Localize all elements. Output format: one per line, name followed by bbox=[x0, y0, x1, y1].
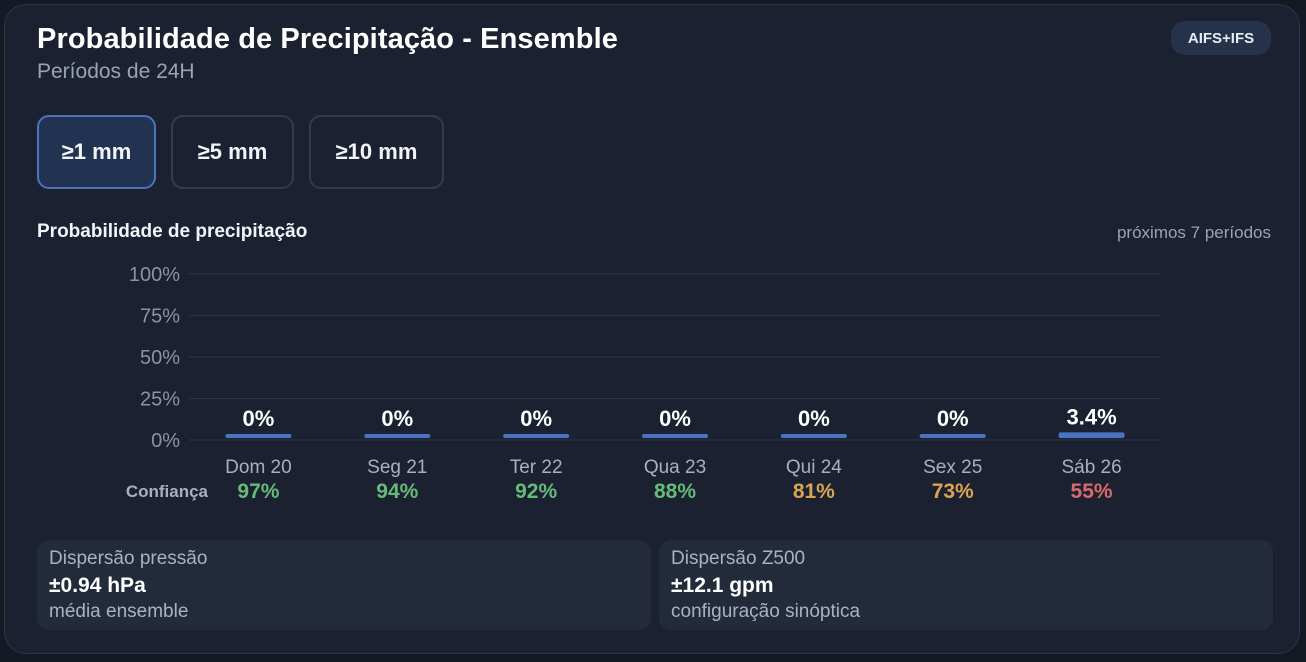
confidence-value: 73% bbox=[932, 480, 974, 503]
confidence-value: 97% bbox=[237, 480, 279, 503]
card-subtitle: Períodos de 24H bbox=[37, 60, 195, 83]
pressure-spread-panel: Dispersão pressão ±0.94 hPa média ensemb… bbox=[37, 540, 651, 630]
bar bbox=[503, 434, 570, 438]
y-tick-label: 75% bbox=[140, 306, 180, 328]
bar bbox=[364, 434, 431, 438]
z500-spread-value: ±12.1 gpm bbox=[671, 574, 774, 597]
model-badge: AIFS+IFS bbox=[1171, 21, 1271, 55]
bar-value-label: 3.4% bbox=[1066, 404, 1116, 429]
chart-section-title: Probabilidade de precipitação bbox=[37, 221, 308, 242]
bar-value-label: 0% bbox=[381, 406, 413, 431]
x-tick-label: Ter 22 bbox=[510, 457, 563, 478]
bar bbox=[642, 434, 708, 438]
y-tick-label: 25% bbox=[140, 389, 180, 411]
confidence-value: 81% bbox=[793, 480, 835, 503]
threshold-1mm-button[interactable]: ≥1 mm bbox=[37, 115, 156, 189]
threshold-10mm-button[interactable]: ≥10 mm bbox=[309, 115, 444, 189]
bar-value-label: 0% bbox=[520, 406, 552, 431]
bar-value-label: 0% bbox=[798, 406, 830, 431]
bar-value-label: 0% bbox=[243, 406, 275, 431]
threshold-5mm-button[interactable]: ≥5 mm bbox=[171, 115, 294, 189]
precipitation-card: Probabilidade de Precipitação - Ensemble… bbox=[4, 4, 1300, 654]
x-tick-label: Qui 24 bbox=[786, 457, 842, 478]
y-tick-label: 0% bbox=[151, 430, 180, 452]
bar bbox=[225, 434, 292, 438]
y-tick-label: 100% bbox=[129, 264, 180, 286]
pressure-spread-value: ±0.94 hPa bbox=[49, 574, 146, 597]
confidence-value: 94% bbox=[376, 480, 418, 503]
confidence-row-label: Confiança bbox=[126, 482, 209, 501]
pressure-spread-sub: média ensemble bbox=[49, 601, 189, 622]
confidence-value: 55% bbox=[1071, 480, 1113, 503]
bar bbox=[1058, 432, 1125, 438]
bar-value-label: 0% bbox=[659, 406, 691, 431]
x-tick-label: Sáb 26 bbox=[1061, 457, 1121, 478]
pressure-spread-label: Dispersão pressão bbox=[49, 548, 208, 569]
z500-spread-sub: configuração sinóptica bbox=[671, 601, 861, 622]
card-title: Probabilidade de Precipitação - Ensemble bbox=[37, 23, 618, 55]
x-tick-label: Seg 21 bbox=[367, 457, 427, 478]
bar bbox=[919, 434, 986, 438]
x-tick-label: Dom 20 bbox=[225, 457, 292, 478]
confidence-value: 88% bbox=[654, 480, 696, 503]
bar-value-label: 0% bbox=[937, 406, 969, 431]
bar bbox=[780, 434, 847, 438]
y-tick-label: 50% bbox=[140, 347, 180, 369]
z500-spread-panel: Dispersão Z500 ±12.1 gpm configuração si… bbox=[659, 540, 1273, 630]
chart-section-note: próximos 7 períodos bbox=[1116, 223, 1271, 242]
z500-spread-label: Dispersão Z500 bbox=[671, 548, 806, 569]
x-tick-label: Qua 23 bbox=[644, 457, 706, 478]
confidence-value: 92% bbox=[515, 480, 557, 503]
x-tick-label: Sex 25 bbox=[923, 457, 982, 478]
